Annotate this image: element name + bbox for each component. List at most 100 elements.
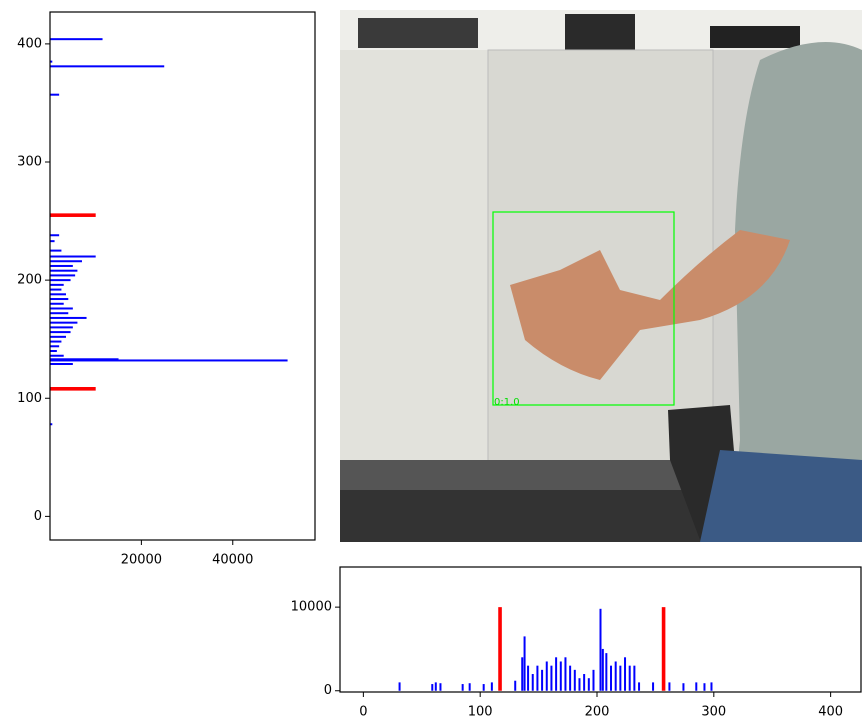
bar [50,279,71,282]
x-tick-label: 400 [818,705,843,720]
bar [50,340,62,343]
bar [50,234,60,237]
x-tick-label: 300 [701,705,726,720]
bar [569,665,572,691]
bar [523,636,526,691]
bar [398,682,401,691]
bar [482,684,485,691]
y-tick-label: 0 [324,683,332,698]
bar [50,302,64,305]
plot-frame [339,566,862,693]
bar [545,661,548,691]
bar [50,307,73,310]
bar [498,607,502,691]
bar [628,665,631,691]
histogram-vertical: 0 100 200 300 400 20000 40000 [17,11,316,568]
x-tick-label: 20000 [121,553,162,568]
bar [50,240,55,243]
bar [638,682,641,691]
bar [661,607,666,691]
bar [610,665,613,691]
bar [50,345,60,348]
histogram-horizontal: 0 10000 0 100 200 300 400 [291,566,862,720]
bar [624,657,627,691]
bar [578,678,581,691]
bar [573,669,576,691]
bar [559,661,562,691]
x-tick-label: 100 [468,705,493,720]
bar [50,312,69,315]
box-label: 0:1.0 [494,397,520,408]
bar [50,65,165,68]
bar [50,350,57,353]
bar [50,274,76,277]
bar [668,682,671,691]
bar [592,669,595,691]
bar [50,269,78,272]
bar [599,608,602,691]
bar [50,423,53,426]
bar [652,682,655,691]
y-tick-label: 200 [17,273,42,288]
bar [605,653,608,691]
bar [50,38,103,41]
bar [50,363,73,365]
bar [550,665,553,691]
bar [50,298,69,301]
y-tick-label: 300 [17,155,42,170]
bar [536,665,539,691]
bar [468,683,471,691]
bar [50,93,60,96]
bar [587,678,590,691]
bar [541,669,544,691]
bar [601,648,604,691]
bar [50,358,119,361]
x-tick-label: 40000 [212,553,253,568]
y-tick-label: 10000 [291,600,332,615]
bar [619,665,622,691]
bar [490,682,493,691]
bar [50,387,96,391]
bar [50,249,62,252]
bar [531,674,534,691]
bar [521,657,524,691]
bar [695,682,698,691]
bar [50,316,87,319]
bar [50,255,96,258]
y-tick-label: 100 [17,391,42,406]
bar [50,213,96,217]
bar [583,674,586,691]
y-tick-label: 0 [34,509,42,524]
bar [50,264,73,267]
bar [527,665,530,691]
y-tick-label: 400 [17,36,42,51]
bar [633,665,636,691]
plot-frame [49,11,316,541]
bar [614,661,617,691]
x-tick-label: 200 [585,705,610,720]
bar [50,293,66,296]
bar [50,331,71,334]
bar [50,326,73,329]
x-tick-label: 0 [359,705,367,720]
bar [50,335,66,338]
bar [50,359,288,362]
bar [50,321,78,324]
bar [710,682,713,691]
bar [50,288,62,291]
camera-image: 0:1.0 [340,10,862,542]
bar [682,683,685,691]
bar [50,60,53,63]
bar [50,283,64,286]
bar [50,260,82,263]
bar [514,680,517,691]
bar [431,684,434,691]
bar [50,354,64,357]
bar [461,684,464,691]
bar [555,657,558,691]
bar [703,683,706,691]
bar [564,657,567,691]
bar [434,682,437,691]
bar [439,683,442,691]
